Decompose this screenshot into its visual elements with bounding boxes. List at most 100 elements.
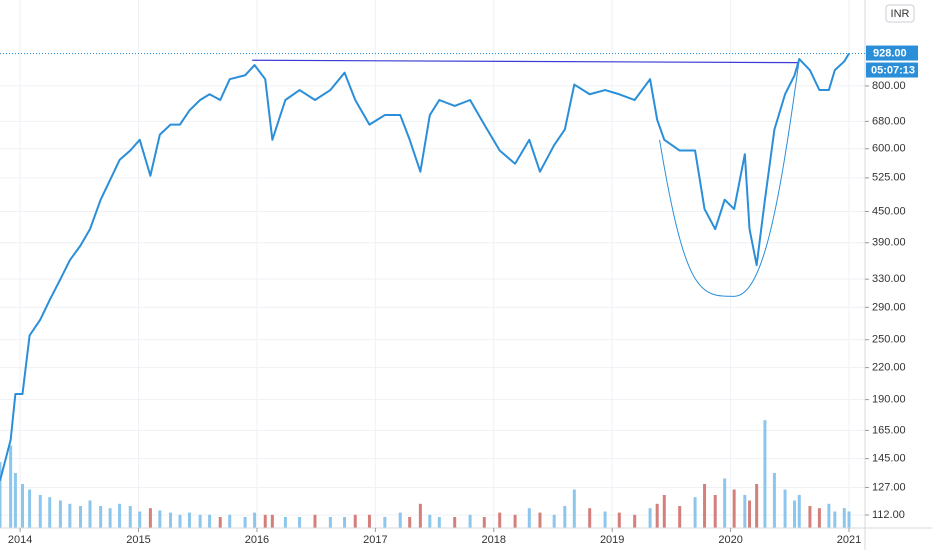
- volume-bar: [693, 497, 697, 528]
- volume-bar: [58, 500, 62, 528]
- volume-bar: [99, 506, 103, 528]
- y-tick-label: 190.00: [872, 394, 906, 406]
- volume-bar: [453, 517, 457, 528]
- volume-bar: [88, 500, 92, 528]
- volume-bar: [9, 445, 13, 528]
- cup-curve: [659, 58, 800, 297]
- volume-bar: [617, 512, 621, 528]
- volume-bar: [572, 489, 576, 528]
- volume-bar: [428, 514, 432, 528]
- volume-bar: [633, 514, 637, 528]
- volume-bar: [158, 510, 162, 528]
- volume-bar: [38, 495, 42, 528]
- volume-bar: [817, 508, 821, 528]
- volume-bar: [270, 514, 274, 528]
- y-tick-label: 145.00: [872, 453, 906, 465]
- volume-bar: [328, 517, 332, 528]
- volume-bar: [383, 517, 387, 528]
- x-tick-label: 2014: [8, 534, 32, 546]
- volume-bar: [755, 484, 759, 528]
- volume-bar: [678, 506, 682, 528]
- volume-bar: [732, 489, 736, 528]
- last-price-box: [866, 45, 918, 61]
- y-tick-label: 525.00: [872, 172, 906, 184]
- volume-bar: [118, 503, 122, 528]
- volume-bar: [847, 511, 851, 528]
- y-tick-label: 390.00: [872, 237, 906, 249]
- volume-bar: [563, 506, 567, 528]
- countdown-box: [866, 62, 918, 78]
- y-tick-label: 450.00: [872, 205, 906, 217]
- volume-bar: [713, 495, 717, 528]
- x-tick-label: 2019: [600, 534, 624, 546]
- trendline: [252, 59, 800, 64]
- volume-bar: [0, 462, 2, 528]
- last-price-label: 928.00: [873, 47, 907, 59]
- volume-bar: [703, 484, 707, 528]
- volume-bar: [298, 517, 302, 528]
- volume-bar: [28, 489, 32, 528]
- x-tick-label: 2016: [245, 534, 269, 546]
- volume-bar: [13, 473, 17, 528]
- x-tick-label: 2018: [482, 534, 506, 546]
- y-tick-label: 800.00: [872, 80, 906, 92]
- y-tick-label: 127.00: [872, 481, 906, 493]
- currency-button[interactable]: [885, 4, 915, 23]
- volume-bar: [603, 511, 607, 528]
- y-tick-label: 290.00: [872, 301, 906, 313]
- volume-bar: [353, 514, 357, 528]
- y-tick-label: 112.00: [872, 509, 905, 521]
- y-tick-label: 330.00: [872, 273, 906, 285]
- y-tick-label: 250.00: [872, 334, 906, 346]
- y-tick-label: 600.00: [872, 143, 906, 155]
- volume-bar: [655, 503, 659, 528]
- countdown: 05:07:13: [871, 64, 915, 76]
- volume-bar: [313, 514, 317, 528]
- volume-bar: [538, 512, 542, 528]
- volume-bar: [408, 517, 412, 528]
- volume-bar: [662, 495, 666, 528]
- volume-bar: [198, 514, 202, 528]
- volume-bar: [827, 503, 831, 528]
- volume-bar: [783, 489, 787, 528]
- volume-bar: [20, 484, 24, 528]
- volume-bar: [169, 512, 173, 528]
- x-tick-label: 2015: [126, 534, 150, 546]
- volume-bar: [793, 500, 797, 528]
- x-tick-label: 2020: [718, 534, 742, 546]
- volume-bar: [513, 514, 517, 528]
- volume-bar: [128, 506, 132, 528]
- volume-bar: [743, 495, 747, 528]
- currency-label[interactable]: INR: [891, 8, 910, 20]
- volume-bar: [842, 508, 846, 528]
- volume-bar: [418, 503, 422, 528]
- volume-bar: [48, 497, 52, 528]
- volume-bar: [763, 420, 767, 528]
- y-tick-label: 680.00: [872, 115, 906, 127]
- volume-bar: [588, 508, 592, 528]
- volume-bar: [552, 514, 556, 528]
- volume-bar: [228, 514, 232, 528]
- volume-bar: [648, 508, 652, 528]
- volume-bar: [398, 512, 402, 528]
- volume-bar: [748, 500, 752, 528]
- volume-bar: [79, 506, 83, 528]
- volume-bar: [772, 473, 776, 528]
- volume-bar: [723, 478, 727, 528]
- volume-bar: [797, 495, 801, 528]
- y-tick-label: 220.00: [872, 362, 906, 374]
- volume-bar: [527, 508, 531, 528]
- volume-bar: [437, 517, 441, 528]
- volume-bar: [178, 514, 182, 528]
- volume-bar: [243, 517, 247, 528]
- volume-bar: [468, 514, 472, 528]
- volume-bar: [808, 506, 812, 528]
- volume-bar: [498, 512, 502, 528]
- volume-bar: [218, 517, 222, 528]
- x-tick-label: 2021: [837, 534, 861, 546]
- volume-bar: [148, 508, 152, 528]
- x-tick-label: 2017: [363, 534, 387, 546]
- volume-bar: [367, 514, 371, 528]
- volume-bar: [208, 514, 212, 528]
